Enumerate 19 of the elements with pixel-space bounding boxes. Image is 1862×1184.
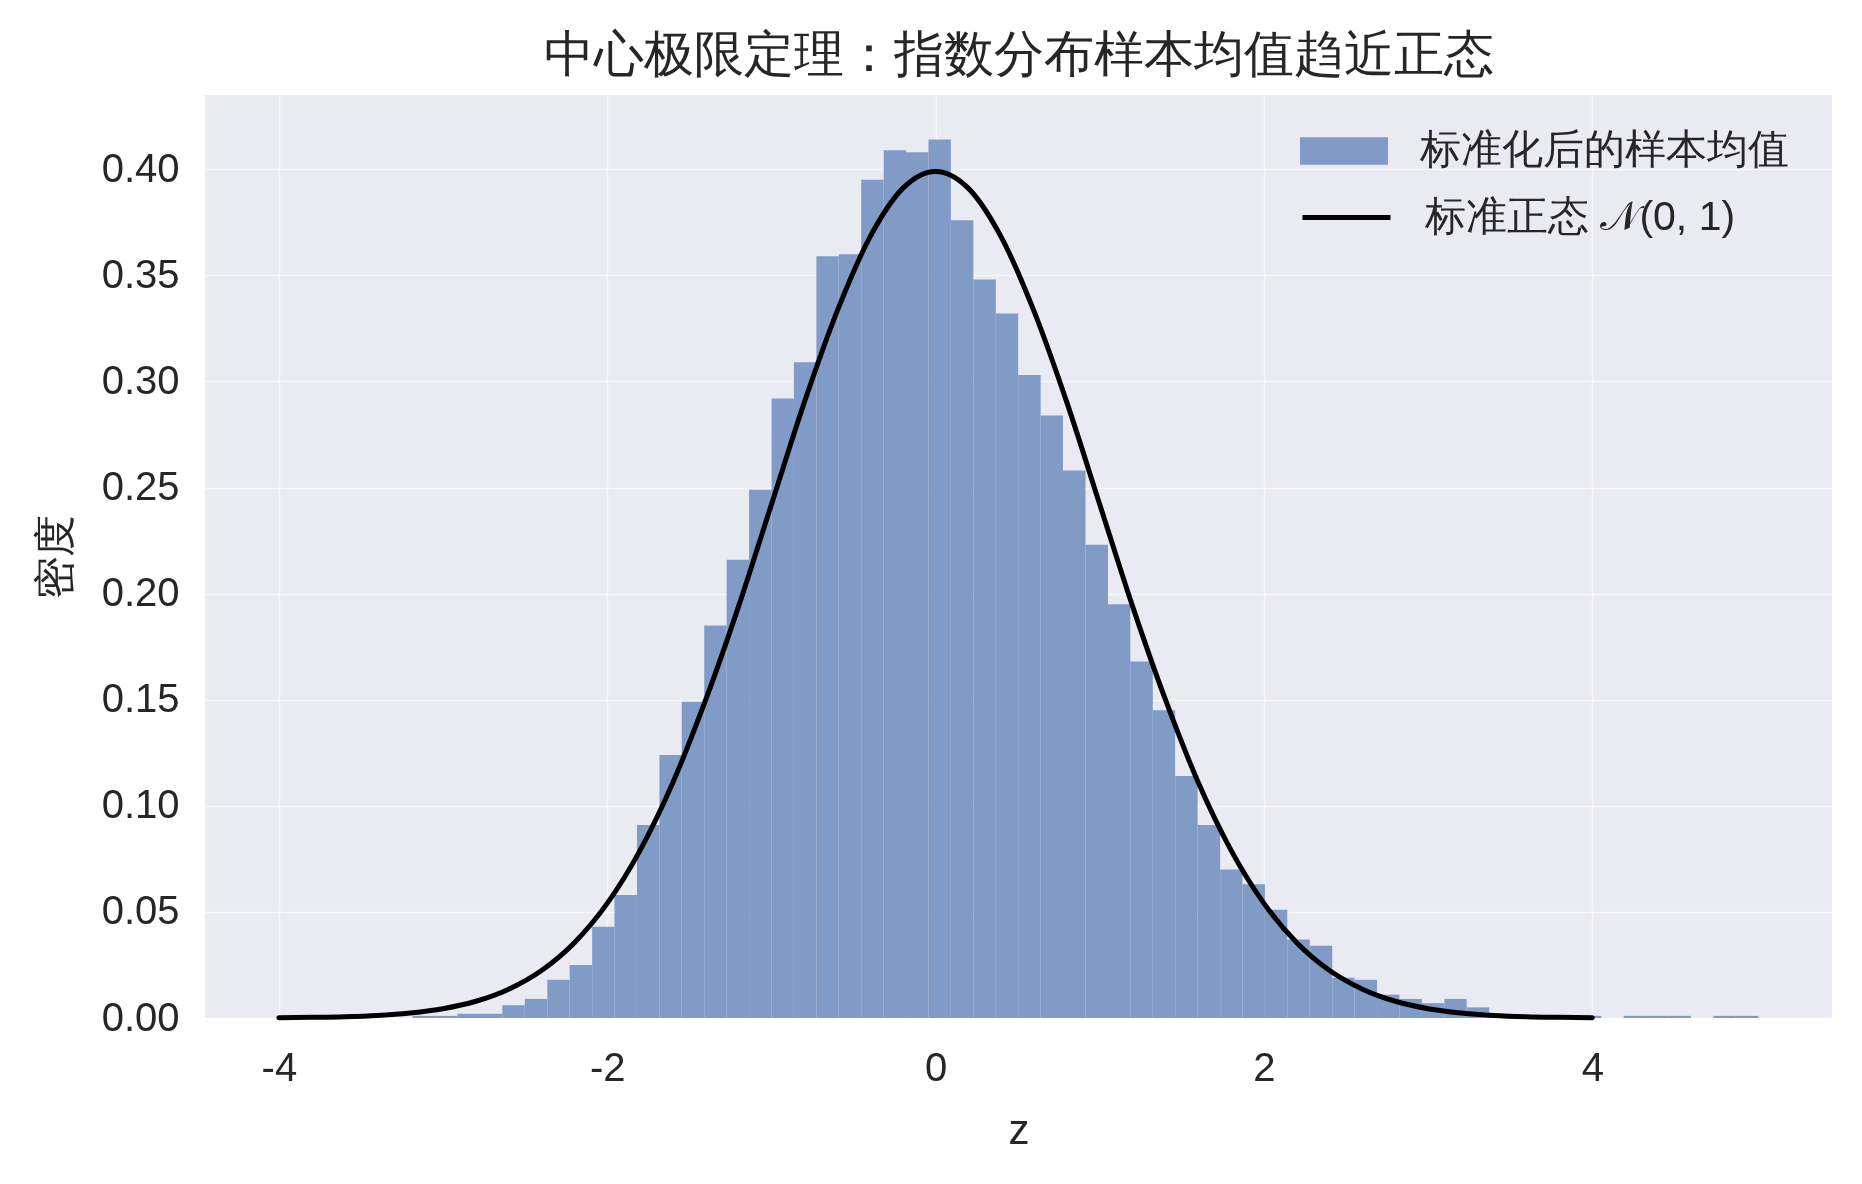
x-tick-label: -4 (261, 1044, 298, 1089)
y-tick-label: 0.20 (101, 570, 180, 615)
legend-label: 标准正态 𝒩(0, 1) (1424, 192, 1736, 239)
x-axis-title: z (1008, 1105, 1030, 1153)
y-tick-label: 0.15 (101, 676, 180, 721)
y-tick-label: 0.25 (101, 464, 180, 509)
x-tick-label: 0 (924, 1044, 948, 1089)
y-tick-label: 0.05 (101, 888, 180, 933)
x-tick-label: 4 (1581, 1044, 1604, 1089)
y-tick-label: 0.40 (101, 145, 180, 190)
legend-label: 标准化后的样本均值 (1419, 126, 1789, 172)
y-tick-label: 0.10 (101, 782, 180, 827)
chart-title: 中心极限定理：指数分布样本均值趋近正态 (543, 26, 1494, 82)
y-axis-title: 密度 (30, 515, 78, 599)
y-tick-label: 0.35 (101, 251, 180, 296)
y-tick-label: 0.00 (101, 994, 180, 1039)
y-tick-label: 0.30 (101, 357, 180, 402)
x-tick-label: 2 (1253, 1044, 1276, 1089)
x-tick-label: -2 (589, 1044, 626, 1089)
